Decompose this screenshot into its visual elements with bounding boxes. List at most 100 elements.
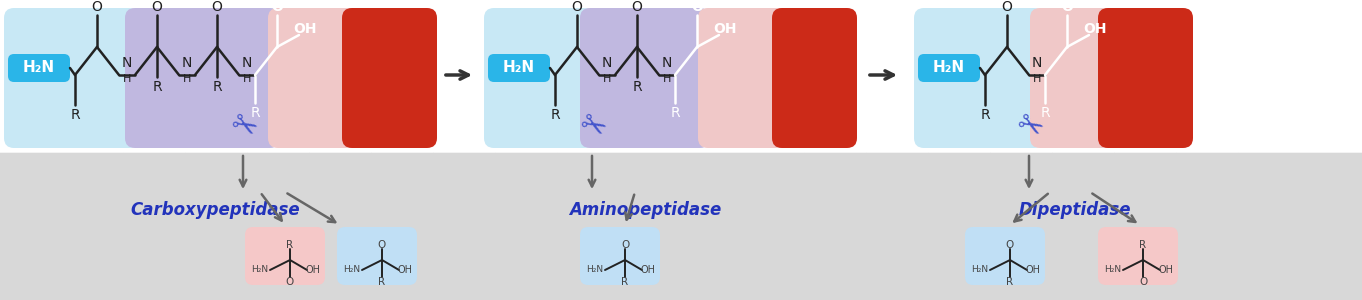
FancyBboxPatch shape (580, 8, 710, 148)
Text: Carboxypeptidase: Carboxypeptidase (131, 201, 300, 219)
Text: R: R (71, 108, 80, 122)
Text: OH: OH (1083, 22, 1107, 36)
Text: H: H (242, 74, 251, 84)
FancyBboxPatch shape (8, 54, 69, 82)
Text: H: H (603, 74, 612, 84)
Polygon shape (372, 138, 433, 152)
Text: R: R (670, 106, 680, 120)
Text: N: N (602, 56, 612, 70)
Text: O: O (1139, 277, 1147, 287)
FancyBboxPatch shape (966, 227, 1045, 285)
Polygon shape (1114, 138, 1177, 152)
FancyBboxPatch shape (268, 8, 358, 148)
Text: OH: OH (398, 265, 413, 275)
Text: R: R (251, 106, 260, 120)
FancyBboxPatch shape (342, 8, 437, 148)
Text: O: O (286, 277, 294, 287)
Text: OH: OH (714, 22, 737, 36)
Text: R: R (550, 108, 560, 122)
Text: R: R (212, 80, 222, 94)
Polygon shape (124, 138, 185, 152)
Text: ✂: ✂ (573, 108, 610, 146)
Text: O: O (632, 0, 643, 14)
Text: O: O (691, 0, 703, 14)
Text: O: O (151, 0, 162, 14)
Text: O: O (1001, 0, 1012, 14)
Text: H₂N: H₂N (971, 266, 989, 274)
Text: N: N (121, 56, 132, 70)
Polygon shape (557, 138, 620, 152)
Text: OH: OH (305, 265, 320, 275)
Text: R: R (286, 240, 294, 250)
Text: R: R (1007, 277, 1013, 287)
Text: OH: OH (1159, 265, 1174, 275)
Polygon shape (309, 138, 372, 152)
Polygon shape (866, 138, 929, 152)
FancyBboxPatch shape (697, 8, 798, 148)
FancyBboxPatch shape (4, 8, 139, 148)
FancyBboxPatch shape (580, 227, 661, 285)
Polygon shape (620, 138, 681, 152)
FancyBboxPatch shape (488, 54, 550, 82)
Text: H₂N: H₂N (503, 61, 535, 76)
Text: H₂N: H₂N (252, 266, 268, 274)
Text: OH: OH (293, 22, 317, 36)
Text: Dipeptidase: Dipeptidase (1019, 201, 1132, 219)
Text: O: O (1007, 240, 1015, 250)
Bar (0, 0, 1362, 152)
Text: ✂: ✂ (225, 108, 262, 146)
Polygon shape (433, 138, 496, 152)
Text: N: N (1032, 56, 1042, 70)
Text: H: H (123, 74, 131, 84)
Polygon shape (805, 138, 866, 152)
Polygon shape (681, 138, 742, 152)
FancyBboxPatch shape (336, 227, 417, 285)
FancyBboxPatch shape (914, 8, 1045, 148)
Text: OH: OH (640, 265, 655, 275)
FancyBboxPatch shape (1098, 227, 1178, 285)
Text: Aminopeptidase: Aminopeptidase (569, 201, 720, 219)
Text: H₂N: H₂N (343, 266, 361, 274)
Text: O: O (1061, 0, 1073, 14)
Text: N: N (181, 56, 192, 70)
Text: O: O (271, 0, 283, 14)
Text: R: R (632, 80, 642, 94)
Text: OH: OH (1026, 265, 1041, 275)
Text: O: O (621, 240, 629, 250)
FancyBboxPatch shape (125, 8, 281, 148)
Text: H₂N: H₂N (933, 61, 966, 76)
Polygon shape (1177, 138, 1238, 152)
Text: O: O (211, 0, 222, 14)
Text: O: O (91, 0, 102, 14)
Polygon shape (929, 138, 990, 152)
Polygon shape (248, 138, 309, 152)
Text: O: O (377, 240, 385, 250)
Text: R: R (153, 80, 162, 94)
Polygon shape (1301, 138, 1362, 152)
Text: ✂: ✂ (1011, 108, 1047, 146)
FancyBboxPatch shape (1030, 8, 1120, 148)
Polygon shape (61, 138, 124, 152)
Text: H₂N: H₂N (23, 61, 54, 76)
Polygon shape (1238, 138, 1301, 152)
Text: H: H (1032, 74, 1041, 84)
Polygon shape (0, 138, 61, 152)
Text: H: H (663, 74, 671, 84)
FancyBboxPatch shape (484, 8, 594, 148)
Text: H: H (183, 74, 191, 84)
Text: H₂N: H₂N (587, 266, 603, 274)
Polygon shape (742, 138, 805, 152)
Polygon shape (185, 138, 248, 152)
Text: H₂N: H₂N (1105, 266, 1121, 274)
Text: R: R (379, 277, 385, 287)
Text: R: R (981, 108, 990, 122)
Text: N: N (662, 56, 673, 70)
Text: R: R (1041, 106, 1050, 120)
Polygon shape (990, 138, 1053, 152)
Text: O: O (572, 0, 583, 14)
Polygon shape (1053, 138, 1114, 152)
FancyBboxPatch shape (918, 54, 981, 82)
FancyBboxPatch shape (1098, 8, 1193, 148)
Text: R: R (621, 277, 628, 287)
Polygon shape (496, 138, 557, 152)
